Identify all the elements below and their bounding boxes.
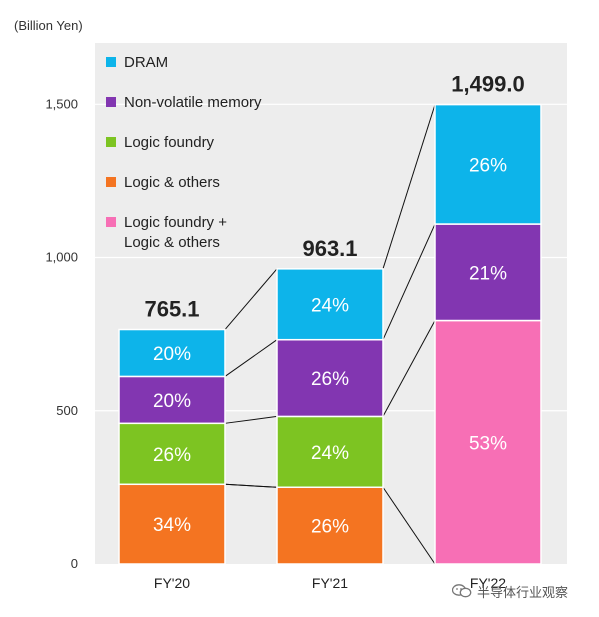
segment-label: 24%	[311, 295, 349, 316]
connector-line	[224, 483, 278, 488]
bar-segment	[118, 328, 226, 378]
segment-label: 53%	[469, 433, 507, 454]
segment-label: 24%	[311, 443, 349, 464]
segment-label: 21%	[469, 263, 507, 284]
legend-swatch	[106, 57, 116, 67]
total-label: 765.1	[144, 297, 199, 322]
bar-segment	[434, 103, 542, 225]
bar-segment	[276, 415, 384, 489]
legend-label: Logic & others	[124, 174, 220, 191]
watermark-text: 半导体行业观察	[477, 585, 569, 601]
legend-swatch	[106, 177, 116, 187]
bar-segment	[118, 375, 226, 425]
total-label: 1,499.0	[451, 72, 524, 97]
segment-label: 26%	[153, 445, 191, 466]
x-tick-label: FY'22	[470, 575, 506, 591]
legend-swatch	[106, 137, 116, 147]
y-tick-label: 1,500	[45, 96, 78, 111]
connector-line	[224, 415, 278, 424]
legend-swatch	[106, 97, 116, 107]
unit-label: (Billion Yen)	[14, 18, 83, 33]
bar-segment	[118, 422, 226, 486]
x-tick-label: FY'20	[154, 575, 190, 591]
bar-segment	[118, 483, 226, 565]
connector-line	[382, 486, 436, 565]
watermark: 半导体行业观察	[452, 580, 568, 602]
y-tick-label: 500	[56, 403, 78, 418]
bar-segment	[434, 319, 542, 565]
x-tick-label: FY'21	[312, 575, 348, 591]
bar-segment	[276, 486, 384, 565]
legend-label: DRAM	[124, 54, 168, 71]
connector-line	[382, 320, 436, 417]
segment-label: 26%	[311, 517, 349, 538]
segment-label: 20%	[153, 344, 191, 365]
bar-segment	[434, 223, 542, 322]
wechat-icon	[452, 584, 472, 598]
total-label: 963.1	[302, 236, 357, 261]
legend-label: Logic foundry + Logic & others	[124, 214, 227, 251]
y-tick-label: 0	[71, 556, 78, 571]
legend-label: Non-volatile memory	[124, 94, 262, 111]
connector-line	[224, 268, 278, 330]
bar-segment	[276, 268, 384, 341]
legend-swatch	[106, 217, 116, 227]
segment-label: 26%	[311, 369, 349, 390]
y-tick-label: 1,000	[45, 250, 78, 265]
connector-line	[382, 223, 436, 340]
connector-line	[382, 104, 436, 269]
segment-label: 26%	[469, 155, 507, 176]
segment-label: 34%	[153, 515, 191, 536]
connector-line	[224, 339, 278, 377]
legend-label: Logic foundry	[124, 134, 215, 151]
segment-label: 20%	[153, 391, 191, 412]
